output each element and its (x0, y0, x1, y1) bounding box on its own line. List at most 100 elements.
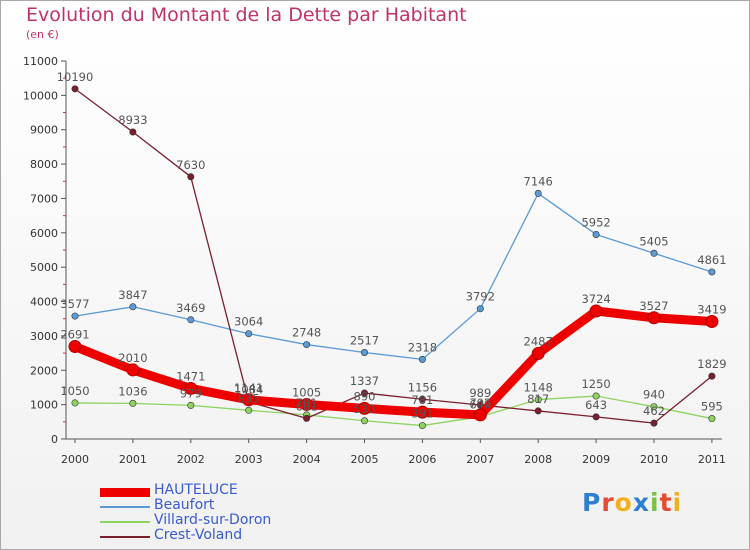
data-point (418, 395, 426, 403)
logo-letter: i (650, 488, 660, 517)
data-point (592, 392, 600, 400)
data-label: 1005 (292, 385, 321, 399)
data-point (71, 399, 79, 407)
x-tick-label: 2000 (61, 453, 89, 466)
data-label: 2748 (292, 326, 321, 340)
data-label: 1141 (234, 381, 263, 395)
data-label: 1471 (176, 369, 205, 383)
data-label: 2487 (524, 335, 553, 349)
data-point (708, 372, 716, 380)
logo-letter: o (614, 488, 633, 517)
x-tick-label: 2005 (351, 453, 379, 466)
data-point (126, 363, 140, 377)
y-tick-label: 6000 (30, 227, 58, 240)
legend-label: Villard-sur-Doron (154, 512, 272, 528)
series-line-beaufort (74, 192, 713, 360)
data-point (650, 419, 658, 427)
data-point (187, 401, 195, 409)
data-label: 3064 (234, 315, 263, 329)
data-label: 3847 (118, 288, 147, 302)
x-tick-label: 2007 (466, 453, 494, 466)
data-label: 7630 (176, 158, 205, 172)
data-label: 1829 (697, 357, 726, 371)
y-tick-label: 8000 (30, 158, 58, 171)
data-label: 1036 (118, 384, 147, 398)
data-point (650, 249, 658, 257)
data-label: 5405 (639, 234, 668, 248)
data-label: 10190 (57, 70, 94, 84)
data-label: 601 (296, 399, 318, 413)
line-chart: 0 1000 2000 3000 4000 5000 6000 7000 8000 9000 100… (23, 55, 727, 466)
chart-unit: (en €) (26, 28, 59, 41)
data-label: 1050 (60, 384, 89, 398)
x-tick-label: 2009 (582, 453, 610, 466)
data-point (129, 128, 137, 136)
data-point (71, 85, 79, 93)
data-point (360, 417, 368, 425)
data-label: 2517 (350, 334, 379, 348)
data-point (708, 268, 716, 276)
data-label: 979 (180, 386, 202, 400)
data-point (531, 347, 545, 361)
data-point (708, 415, 716, 423)
data-point (476, 305, 484, 313)
data-label: 817 (527, 392, 549, 406)
data-label: 2691 (60, 328, 89, 342)
data-label: 1084 (234, 383, 263, 397)
logo-letter: i (672, 488, 683, 517)
data-point (242, 393, 256, 407)
data-label: 3792 (466, 290, 495, 304)
legend-label: Crest-Voland (154, 527, 243, 543)
data-label: 530 (354, 402, 376, 416)
data-label: 5952 (581, 215, 610, 229)
data-label: 3577 (60, 297, 89, 311)
y-tick-label: 11000 (23, 55, 58, 68)
x-tick-label: 2003 (235, 453, 263, 466)
data-point (358, 401, 371, 415)
data-label: 940 (643, 388, 665, 402)
data-point (705, 315, 719, 329)
y-tick-label: 4000 (30, 296, 58, 309)
y-tick-label: 1000 (30, 399, 58, 412)
data-point (589, 304, 603, 318)
legend-swatch (100, 487, 150, 497)
data-point (534, 407, 542, 415)
chart-title: Evolution du Montant de la Dette par Hab… (26, 4, 467, 26)
data-point (534, 189, 542, 197)
data-point (534, 396, 542, 404)
y-tick-label: 5000 (30, 261, 58, 274)
data-label: 643 (585, 398, 607, 412)
data-label: 2318 (408, 340, 437, 354)
data-label: 7146 (524, 174, 553, 188)
y-tick-label: 3000 (30, 330, 58, 343)
data-point (418, 355, 426, 363)
data-label: 702 (469, 396, 491, 410)
data-label: 595 (701, 400, 723, 414)
legend-label: Beaufort (154, 497, 215, 513)
data-point (187, 316, 195, 324)
data-point (129, 399, 137, 407)
data-point (184, 381, 198, 395)
data-label: 3469 (176, 301, 205, 315)
data-point (592, 230, 600, 238)
data-point (415, 405, 429, 419)
data-label: 835 (238, 391, 260, 405)
legend-swatch (100, 506, 150, 508)
data-point (129, 303, 137, 311)
series-line-crest-voland (74, 88, 713, 424)
data-point (473, 408, 487, 422)
data-point (360, 389, 368, 397)
y-tick-label: 2000 (30, 364, 58, 377)
y-tick-label: 9000 (30, 124, 58, 137)
data-point (303, 341, 311, 349)
x-tick-label: 2002 (177, 453, 205, 466)
y-tick-label: 0 (51, 433, 58, 446)
data-label: 989 (469, 386, 491, 400)
data-label: 3419 (697, 303, 726, 317)
data-point (418, 422, 426, 430)
x-tick-label: 2011 (698, 453, 726, 466)
data-label: 462 (643, 404, 665, 418)
x-tick-label: 2001 (119, 453, 147, 466)
data-point (187, 173, 195, 181)
